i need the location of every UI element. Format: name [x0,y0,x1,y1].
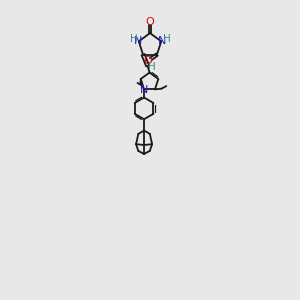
Text: H: H [130,34,137,44]
Text: H: H [163,34,170,44]
Text: N: N [134,36,142,46]
Text: O: O [146,17,154,27]
Text: N: N [158,36,166,46]
Text: H: H [148,62,156,72]
Text: N: N [140,85,148,94]
Text: O: O [143,56,152,66]
